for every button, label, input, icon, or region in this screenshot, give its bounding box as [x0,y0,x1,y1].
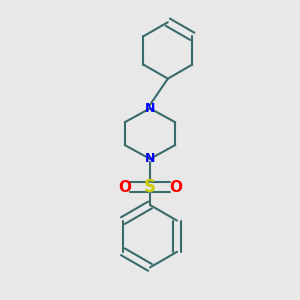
Text: O: O [169,180,182,195]
Text: N: N [145,152,155,165]
Text: S: S [144,178,156,196]
Text: N: N [145,102,155,115]
Text: O: O [118,180,131,195]
